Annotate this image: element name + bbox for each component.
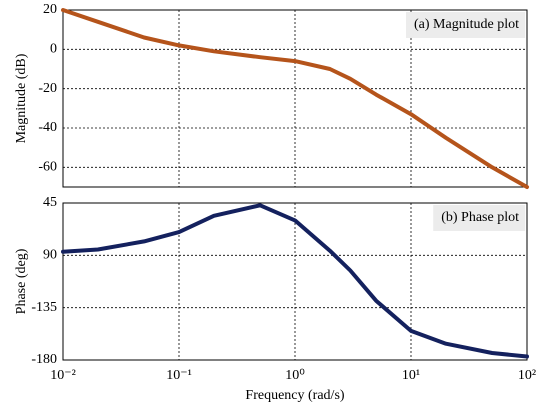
annotation-box	[406, 12, 526, 38]
x-tick-label: 10²	[518, 368, 536, 383]
y-tick-label: -180	[31, 352, 57, 367]
data-line	[61, 8, 529, 189]
y-tick-label: -60	[38, 160, 57, 175]
y-tick-label: 90	[43, 248, 57, 263]
plot-frame	[62, 202, 528, 361]
y-tick-label: -40	[38, 120, 57, 135]
annotation-box	[433, 205, 526, 231]
y-tick-label: 45	[43, 195, 57, 210]
x-tick-label: 10¹	[402, 368, 420, 383]
y-tick-label: -135	[31, 300, 57, 315]
plot-frame	[62, 9, 528, 188]
x-tick-label: 10⁻²	[50, 368, 76, 383]
data-line	[61, 203, 529, 359]
x-tick-label: 10⁻¹	[166, 368, 192, 383]
y-tick-label: 0	[50, 42, 57, 57]
y-axis-label: Magnitude (dB)	[14, 53, 29, 143]
x-tick-label: 10⁰	[285, 368, 305, 383]
y-tick-label: -20	[38, 81, 57, 96]
y-axis-label: Phase (deg)	[14, 248, 29, 314]
x-axis-label: Frequency (rad/s)	[245, 388, 344, 403]
annotation: (b) Phase plot	[441, 210, 519, 225]
y-tick-label: 20	[43, 2, 57, 17]
annotation: (a) Magnitude plot	[414, 17, 519, 32]
